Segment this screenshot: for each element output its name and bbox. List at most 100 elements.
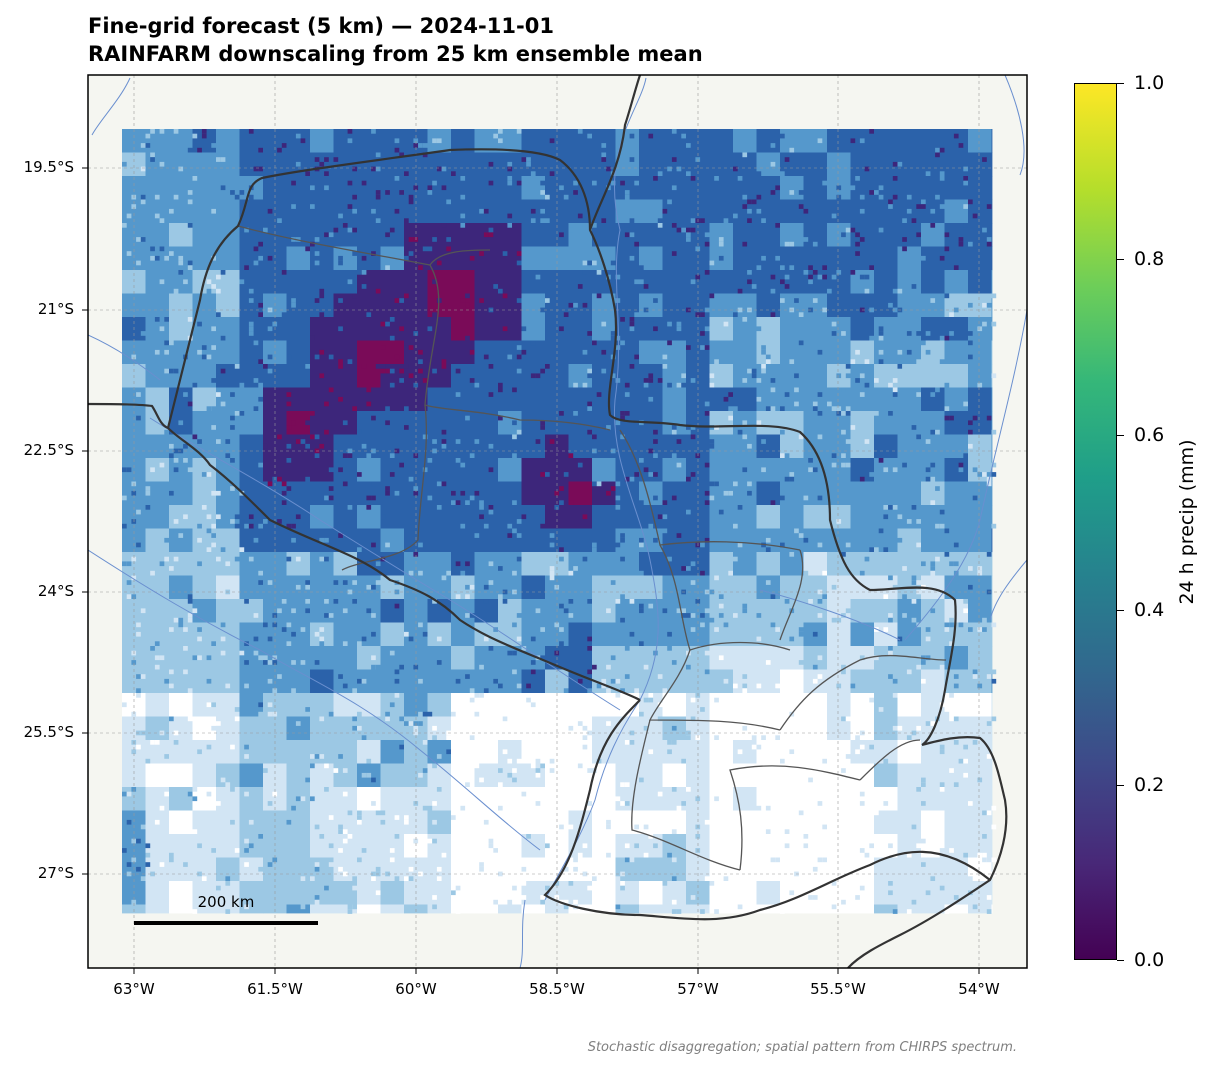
precip-cell (310, 843, 315, 849)
precip-cell (540, 472, 545, 477)
precip-cell (709, 740, 734, 764)
precip-cell (347, 834, 353, 839)
precip-cell (798, 631, 804, 637)
precip-cell (451, 223, 475, 247)
precip-cell (667, 321, 672, 327)
precip-cell (357, 317, 381, 341)
precip-cell (573, 302, 578, 308)
precip-cell (780, 199, 804, 224)
precip-cell (408, 552, 414, 557)
precip-cell (465, 561, 470, 567)
precip-cell (733, 152, 757, 177)
precip-cell (620, 801, 625, 806)
precip-cell (592, 223, 597, 228)
precip-cell (258, 396, 263, 402)
precip-cell (667, 740, 672, 745)
precip-cell (187, 599, 193, 604)
precip-cell (681, 613, 686, 618)
precip-cell (126, 791, 132, 797)
precip-cell (634, 472, 639, 477)
precip-cell (986, 721, 992, 726)
precip-cell (817, 674, 823, 679)
precip-cell (963, 204, 968, 209)
precip-cell (968, 810, 992, 835)
precip-cell (192, 740, 217, 764)
precip-cell (944, 129, 969, 153)
precip-cell (145, 857, 170, 882)
precip-cell (859, 655, 865, 661)
colorbar-tick (1117, 785, 1124, 786)
precip-cell (963, 453, 968, 458)
precip-cell (648, 693, 654, 698)
precip-cell (770, 406, 776, 411)
precip-cell (686, 735, 691, 740)
precip-cell (718, 655, 724, 661)
precip-cell (949, 693, 954, 698)
precip-cell (911, 899, 917, 905)
precip-cell (874, 434, 898, 459)
precip-cell (380, 575, 405, 600)
precip-cell (310, 716, 315, 722)
precip-cell (178, 420, 184, 426)
precip-cell (347, 589, 353, 595)
precip-cell (239, 547, 245, 552)
precip-cell (122, 387, 127, 393)
precip-cell (333, 443, 339, 449)
scale-bar: 200 km (134, 893, 318, 925)
precip-cell (507, 716, 513, 722)
precip-cell (676, 166, 682, 172)
precip-cell (897, 505, 922, 529)
precip-cell (822, 824, 827, 830)
precip-cell (474, 382, 480, 388)
precip-cell (653, 537, 658, 543)
precip-cell (568, 693, 593, 717)
precip-cell (258, 382, 263, 388)
precip-cell (568, 340, 593, 365)
precip-cell (582, 270, 588, 275)
precip-cell (545, 904, 550, 910)
precip-cell (474, 270, 499, 294)
precip-cell (568, 481, 593, 506)
precip-cell (803, 570, 809, 576)
precip-cell (639, 500, 644, 505)
precip-cell (733, 904, 757, 914)
precip-cell (690, 697, 696, 703)
precip-cell (573, 899, 578, 905)
precip-cell (521, 791, 527, 797)
precip-cell (949, 312, 954, 317)
precip-cell (949, 622, 954, 628)
precip-cell (375, 580, 381, 585)
precip-cell (845, 462, 851, 468)
precip-cell (883, 547, 889, 552)
precip-cell (192, 716, 217, 741)
precip-cell (878, 331, 884, 336)
precip-cell (380, 321, 386, 327)
precip-cell (451, 890, 456, 896)
precip-cell (131, 575, 137, 581)
precip-cell (737, 725, 743, 731)
precip-cell (197, 147, 202, 153)
precip-cell (324, 185, 329, 191)
precip-cell (916, 725, 921, 731)
precip-cell (577, 721, 583, 726)
precip-cell (140, 608, 146, 614)
precip-cell (498, 129, 522, 153)
precip-cell (596, 481, 602, 487)
precip-cell (728, 490, 733, 496)
precip-cell (935, 387, 940, 393)
precip-cell (436, 876, 442, 881)
precip-cell (780, 133, 785, 139)
precip-cell (704, 401, 710, 407)
precip-cell (930, 561, 936, 567)
precip-cell (545, 509, 550, 515)
precip-cell (540, 218, 545, 223)
precip-cell (545, 176, 569, 200)
precip-cell (648, 396, 654, 402)
precip-cell (587, 260, 592, 266)
precip-cell (474, 439, 480, 444)
precip-cell (474, 904, 499, 914)
precip-cell (963, 758, 968, 764)
precip-cell (592, 223, 616, 247)
precip-cell (451, 815, 456, 820)
precip-cell (521, 349, 527, 355)
